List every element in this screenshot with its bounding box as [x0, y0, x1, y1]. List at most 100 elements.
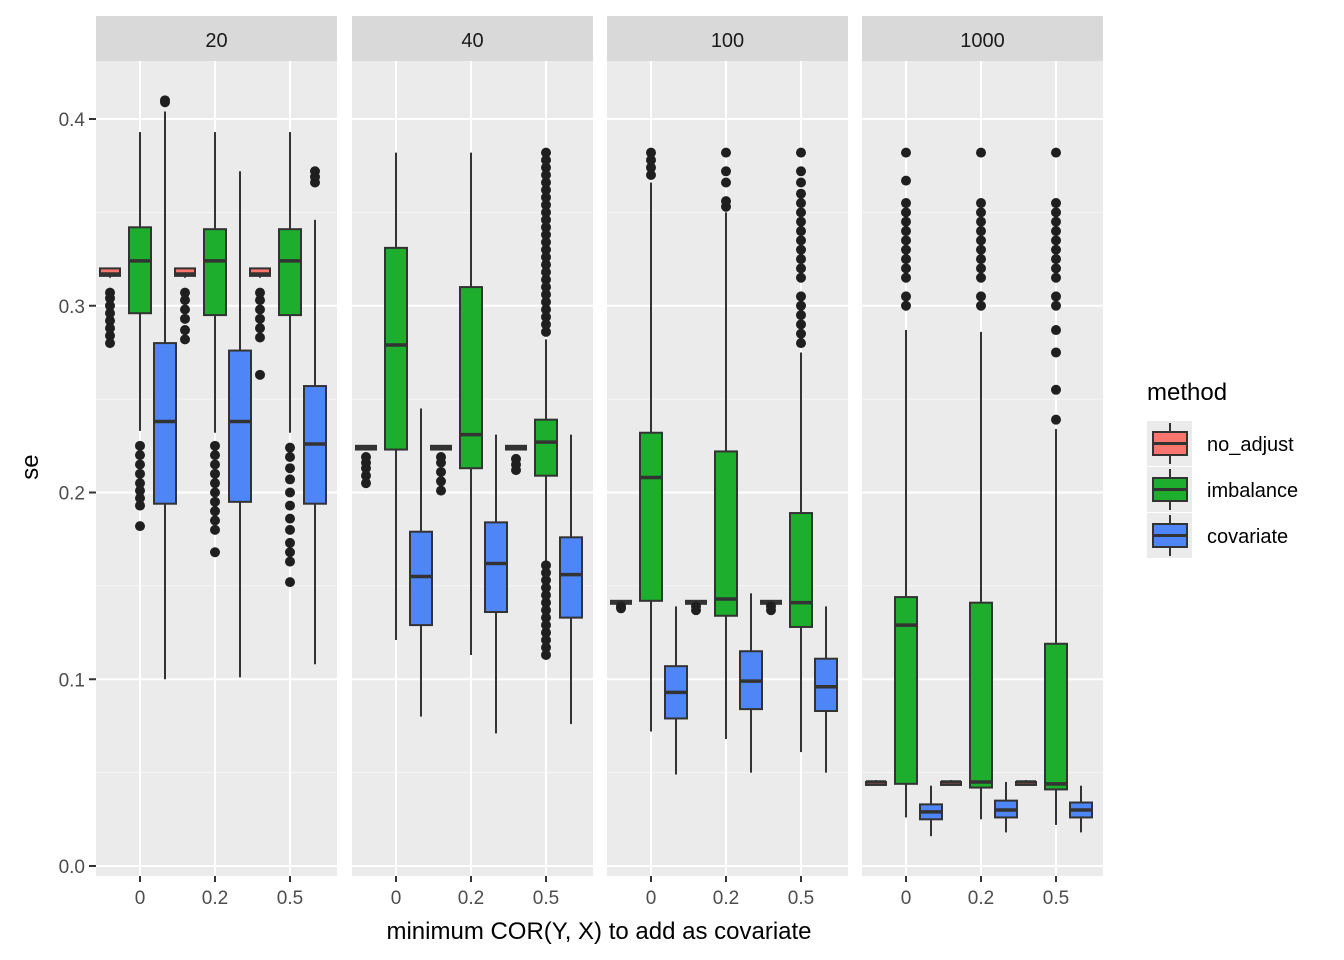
outlier-point — [796, 207, 806, 218]
outlier-point — [541, 304, 551, 315]
box-no_adjust-0.5 — [249, 267, 271, 380]
box-body — [249, 267, 271, 277]
box-no_adjust-0 — [610, 599, 632, 614]
outlier-point — [285, 513, 295, 524]
outlier-point — [901, 300, 911, 311]
box-covariate-0.2 — [484, 434, 508, 734]
outlier-point — [1051, 254, 1061, 265]
outlier-point — [210, 547, 220, 558]
outlier-point — [541, 560, 551, 571]
outlier-point — [541, 605, 551, 616]
box-imbalance-0 — [639, 147, 663, 732]
box-no_adjust-0.2 — [174, 267, 196, 345]
outlier-point — [1051, 198, 1061, 209]
outlier-point — [135, 468, 145, 479]
facet-strip — [352, 16, 593, 61]
outlier-point — [180, 295, 190, 306]
outlier-point — [901, 272, 911, 283]
box-body — [228, 349, 252, 503]
box-no_adjust-0.5 — [760, 599, 782, 616]
outlier-point — [901, 291, 911, 302]
outlier-point — [646, 170, 656, 181]
outlier-point — [541, 244, 551, 255]
outlier-point — [901, 216, 911, 227]
outlier-point — [541, 635, 551, 646]
box-body — [894, 596, 918, 785]
outlier-point — [105, 300, 115, 311]
outlier-point — [541, 155, 551, 166]
outlier-point — [210, 478, 220, 489]
legend: method no_adjust imbalance covariate — [1147, 379, 1298, 558]
outlier-point — [541, 214, 551, 225]
legend-item-no_adjust: no_adjust — [1147, 421, 1294, 466]
outlier-point — [976, 291, 986, 302]
legend-label: covariate — [1207, 526, 1288, 548]
outlier-point — [976, 300, 986, 311]
outlier-point — [285, 547, 295, 558]
outlier-point — [901, 147, 911, 158]
outlier-point — [796, 198, 806, 209]
outlier-point — [511, 453, 521, 464]
outlier-point — [541, 612, 551, 623]
outlier-point — [796, 291, 806, 302]
box-imbalance-0 — [384, 152, 408, 641]
facet-strip-label: 20 — [205, 30, 227, 52]
facet-strip — [607, 16, 848, 61]
outlier-point — [901, 175, 911, 186]
outlier-point — [541, 267, 551, 278]
outlier-point — [105, 315, 115, 326]
outlier-point — [436, 466, 446, 477]
outlier-point — [541, 274, 551, 285]
box-covariate-0 — [153, 95, 177, 680]
outlier-point — [135, 485, 145, 496]
box-body — [153, 342, 177, 505]
outlier-point — [1051, 325, 1061, 336]
y-axis: 0.0 0.1 0.2 0.3 0.4 — [59, 110, 96, 878]
x-tick-label: 0 — [646, 888, 657, 909]
x-tick-label: 0.2 — [968, 888, 994, 909]
outlier-point — [976, 226, 986, 237]
box-covariate-0.2 — [739, 593, 763, 773]
outlier-point — [255, 369, 265, 380]
box-covariate-0.2 — [994, 781, 1018, 833]
outlier-point — [796, 166, 806, 177]
outlier-point — [285, 463, 295, 474]
outlier-point — [796, 338, 806, 349]
facet-strip-label: 40 — [461, 30, 483, 52]
box-imbalance-0.2 — [203, 132, 227, 558]
outlier-point — [691, 601, 701, 612]
x-tick-label: 0.2 — [713, 888, 739, 909]
outlier-point — [541, 147, 551, 158]
outlier-point — [210, 524, 220, 535]
outlier-point — [285, 487, 295, 498]
outlier-point — [210, 450, 220, 461]
box-no_adjust-0.2 — [430, 444, 452, 496]
outlier-point — [1051, 216, 1061, 227]
outlier-point — [901, 226, 911, 237]
outlier-point — [105, 323, 115, 334]
outlier-point — [285, 474, 295, 485]
box-body — [99, 267, 121, 277]
box-imbalance-0.5 — [1044, 147, 1068, 825]
outlier-point — [541, 326, 551, 337]
box-body — [559, 536, 583, 619]
outlier-point — [541, 192, 551, 203]
outlier-point — [180, 325, 190, 336]
x-tick-label: 0.5 — [277, 888, 303, 909]
outlier-point — [901, 207, 911, 218]
box-body — [639, 431, 663, 602]
outlier-point — [541, 567, 551, 578]
outlier-point — [796, 226, 806, 237]
box-body — [459, 286, 483, 470]
outlier-point — [105, 287, 115, 298]
outlier-point — [210, 468, 220, 479]
box-imbalance-0 — [128, 132, 152, 532]
outlier-point — [135, 500, 145, 511]
outlier-point — [255, 323, 265, 334]
box-body — [409, 530, 433, 627]
outlier-point — [796, 235, 806, 246]
box-covariate-0.5 — [303, 166, 327, 665]
y-tick-label: 0.1 — [59, 670, 85, 691]
box-body — [384, 246, 408, 451]
